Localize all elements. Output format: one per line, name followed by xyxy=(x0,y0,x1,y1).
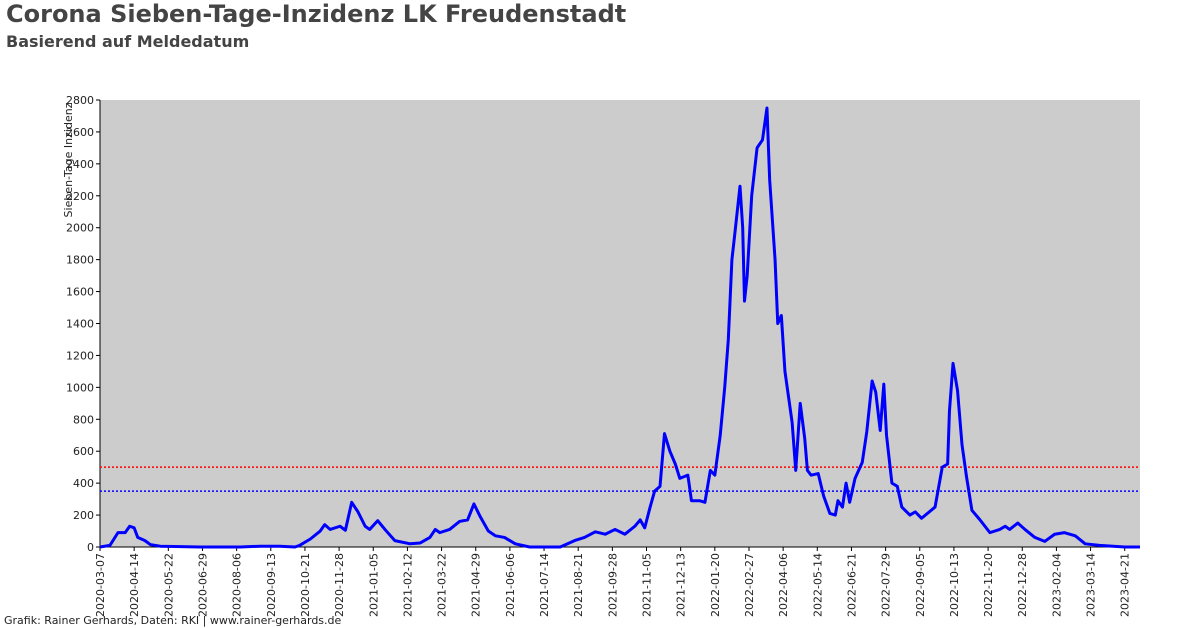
y-tick-label: 2600 xyxy=(66,126,94,139)
y-tick-label: 1800 xyxy=(66,254,94,267)
chart-title: Corona Sieben-Tage-Inzidenz LK Freudenst… xyxy=(6,0,626,28)
x-tick-label: 2022-10-13 xyxy=(948,553,961,617)
x-tick-label: 2021-12-13 xyxy=(675,553,688,617)
y-tick-label: 1200 xyxy=(66,349,94,362)
chart-subtitle: Basierend auf Meldedatum xyxy=(6,32,249,51)
y-tick-label: 1000 xyxy=(66,381,94,394)
y-tick-label: 800 xyxy=(73,413,94,426)
x-tick-label: 2022-07-29 xyxy=(880,553,893,617)
x-tick-label: 2021-02-12 xyxy=(401,553,414,617)
x-tick-label: 2021-09-28 xyxy=(606,553,619,617)
y-tick-label: 1400 xyxy=(66,318,94,331)
y-axis-label: Sieben-Tage Inzidenz xyxy=(62,102,75,217)
x-tick-label: 2020-10-21 xyxy=(299,553,312,617)
x-tick-label: 2022-12-28 xyxy=(1016,553,1029,617)
x-tick-label: 2020-06-29 xyxy=(196,553,209,617)
y-tick-label: 2400 xyxy=(66,158,94,171)
y-tick-label: 200 xyxy=(73,509,94,522)
x-tick-label: 2023-02-04 xyxy=(1050,553,1063,617)
y-tick-label: 2200 xyxy=(66,190,94,203)
x-tick-label: 2022-05-14 xyxy=(811,553,824,617)
x-tick-label: 2020-11-28 xyxy=(333,553,346,617)
x-tick-label: 2021-03-22 xyxy=(436,553,449,617)
x-tick-label: 2020-04-14 xyxy=(128,553,141,617)
x-tick-label: 2022-04-06 xyxy=(777,553,790,617)
x-tick-label: 2022-06-21 xyxy=(845,553,858,617)
y-tick-label: 400 xyxy=(73,477,94,490)
y-tick-label: 2800 xyxy=(66,94,94,107)
x-tick-label: 2021-11-05 xyxy=(641,553,654,617)
y-tick-label: 600 xyxy=(73,445,94,458)
x-tick-label: 2022-09-05 xyxy=(914,553,927,617)
x-tick-label: 2021-07-14 xyxy=(538,553,551,617)
y-tick-label: 0 xyxy=(87,541,94,554)
x-tick-label: 2023-04-21 xyxy=(1119,553,1132,617)
x-tick-label: 2022-02-27 xyxy=(743,553,756,617)
x-tick-label: 2020-05-22 xyxy=(162,553,175,617)
y-tick-label: 2000 xyxy=(66,222,94,235)
x-tick-label: 2020-09-13 xyxy=(265,553,278,617)
x-tick-label: 2022-11-20 xyxy=(982,553,995,617)
x-tick-label: 2021-06-06 xyxy=(504,553,517,617)
x-tick-label: 2020-08-06 xyxy=(231,553,244,617)
y-tick-label: 1600 xyxy=(66,286,94,299)
x-tick-label: 2023-03-14 xyxy=(1085,553,1098,617)
source-note: Grafik: Rainer Gerhards, Daten: RKI | ww… xyxy=(4,614,342,627)
plot-background xyxy=(100,100,1140,547)
x-tick-label: 2020-03-07 xyxy=(94,553,107,617)
x-tick-label: 2021-01-05 xyxy=(367,553,380,617)
x-tick-label: 2021-04-29 xyxy=(470,553,483,617)
x-tick-label: 2021-08-21 xyxy=(572,553,585,617)
x-tick-label: 2022-01-20 xyxy=(709,553,722,617)
data-line xyxy=(99,106,1140,549)
